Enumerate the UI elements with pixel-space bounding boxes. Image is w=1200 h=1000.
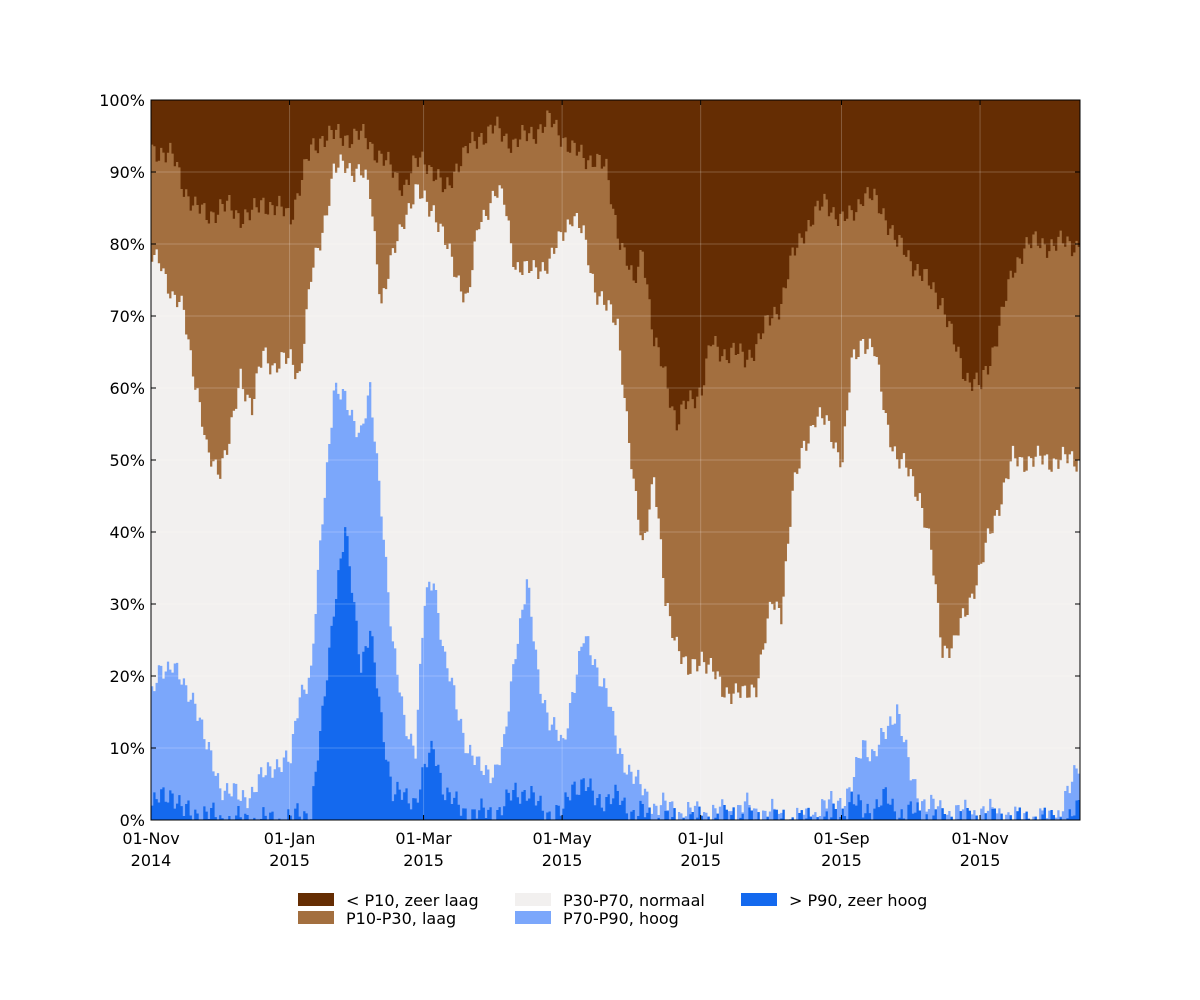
legend-swatch xyxy=(515,911,551,924)
legend-swatch xyxy=(298,893,334,906)
legend-swatch xyxy=(515,893,551,906)
y-tick-label: 70% xyxy=(109,307,145,326)
x-tick-label-year: 2015 xyxy=(821,851,862,870)
y-axis: 0% 10% 20% 30% 40% 50% 60% 70% 80% 90% 100% xyxy=(99,91,1080,830)
x-tick-label-year: 2015 xyxy=(960,851,1001,870)
y-tick-label: 30% xyxy=(109,595,145,614)
legend-label: P10-P30, laag xyxy=(346,909,456,928)
x-tick-label: 01-Mar xyxy=(395,829,452,848)
x-tick-label: 01-Nov xyxy=(951,829,1008,848)
x-tick-label-year: 2014 xyxy=(131,851,172,870)
legend-label: P30-P70, normaal xyxy=(563,891,705,910)
y-tick-label: 60% xyxy=(109,379,145,398)
grid-lines xyxy=(151,100,1080,820)
y-tick-label: 90% xyxy=(109,163,145,182)
series-area-hoog xyxy=(151,382,1080,820)
x-tick-label: 01-May xyxy=(533,829,592,848)
legend-swatch xyxy=(298,911,334,924)
series-area-zeer-hoog xyxy=(151,527,1080,820)
legend-label: < P10, zeer laag xyxy=(346,891,479,910)
x-tick-label: 01-Jul xyxy=(678,829,724,848)
legend-label: > P90, zeer hoog xyxy=(789,891,927,910)
y-tick-label: 100% xyxy=(99,91,145,110)
y-tick-label: 0% xyxy=(120,811,145,830)
y-tick-label: 20% xyxy=(109,667,145,686)
y-tick-label: 50% xyxy=(109,451,145,470)
legend-label: P70-P90, hoog xyxy=(563,909,679,928)
y-tick-label: 40% xyxy=(109,523,145,542)
x-tick-label: 01-Sep xyxy=(813,829,869,848)
x-tick-label-year: 2015 xyxy=(542,851,583,870)
x-tick-label: 01-Nov xyxy=(122,829,179,848)
x-tick-label-year: 2015 xyxy=(269,851,310,870)
y-tick-label: 80% xyxy=(109,235,145,254)
x-tick-label-year: 2015 xyxy=(403,851,444,870)
x-tick-label-year: 2015 xyxy=(680,851,721,870)
plot-area xyxy=(151,100,1080,821)
legend-swatch xyxy=(741,893,777,906)
y-tick-label: 10% xyxy=(109,739,145,758)
x-axis: 01-Nov 2014 01-Jan 2015 01-Mar 2015 01-May 2015… xyxy=(122,100,1009,870)
x-tick-label: 01-Jan xyxy=(264,829,316,848)
